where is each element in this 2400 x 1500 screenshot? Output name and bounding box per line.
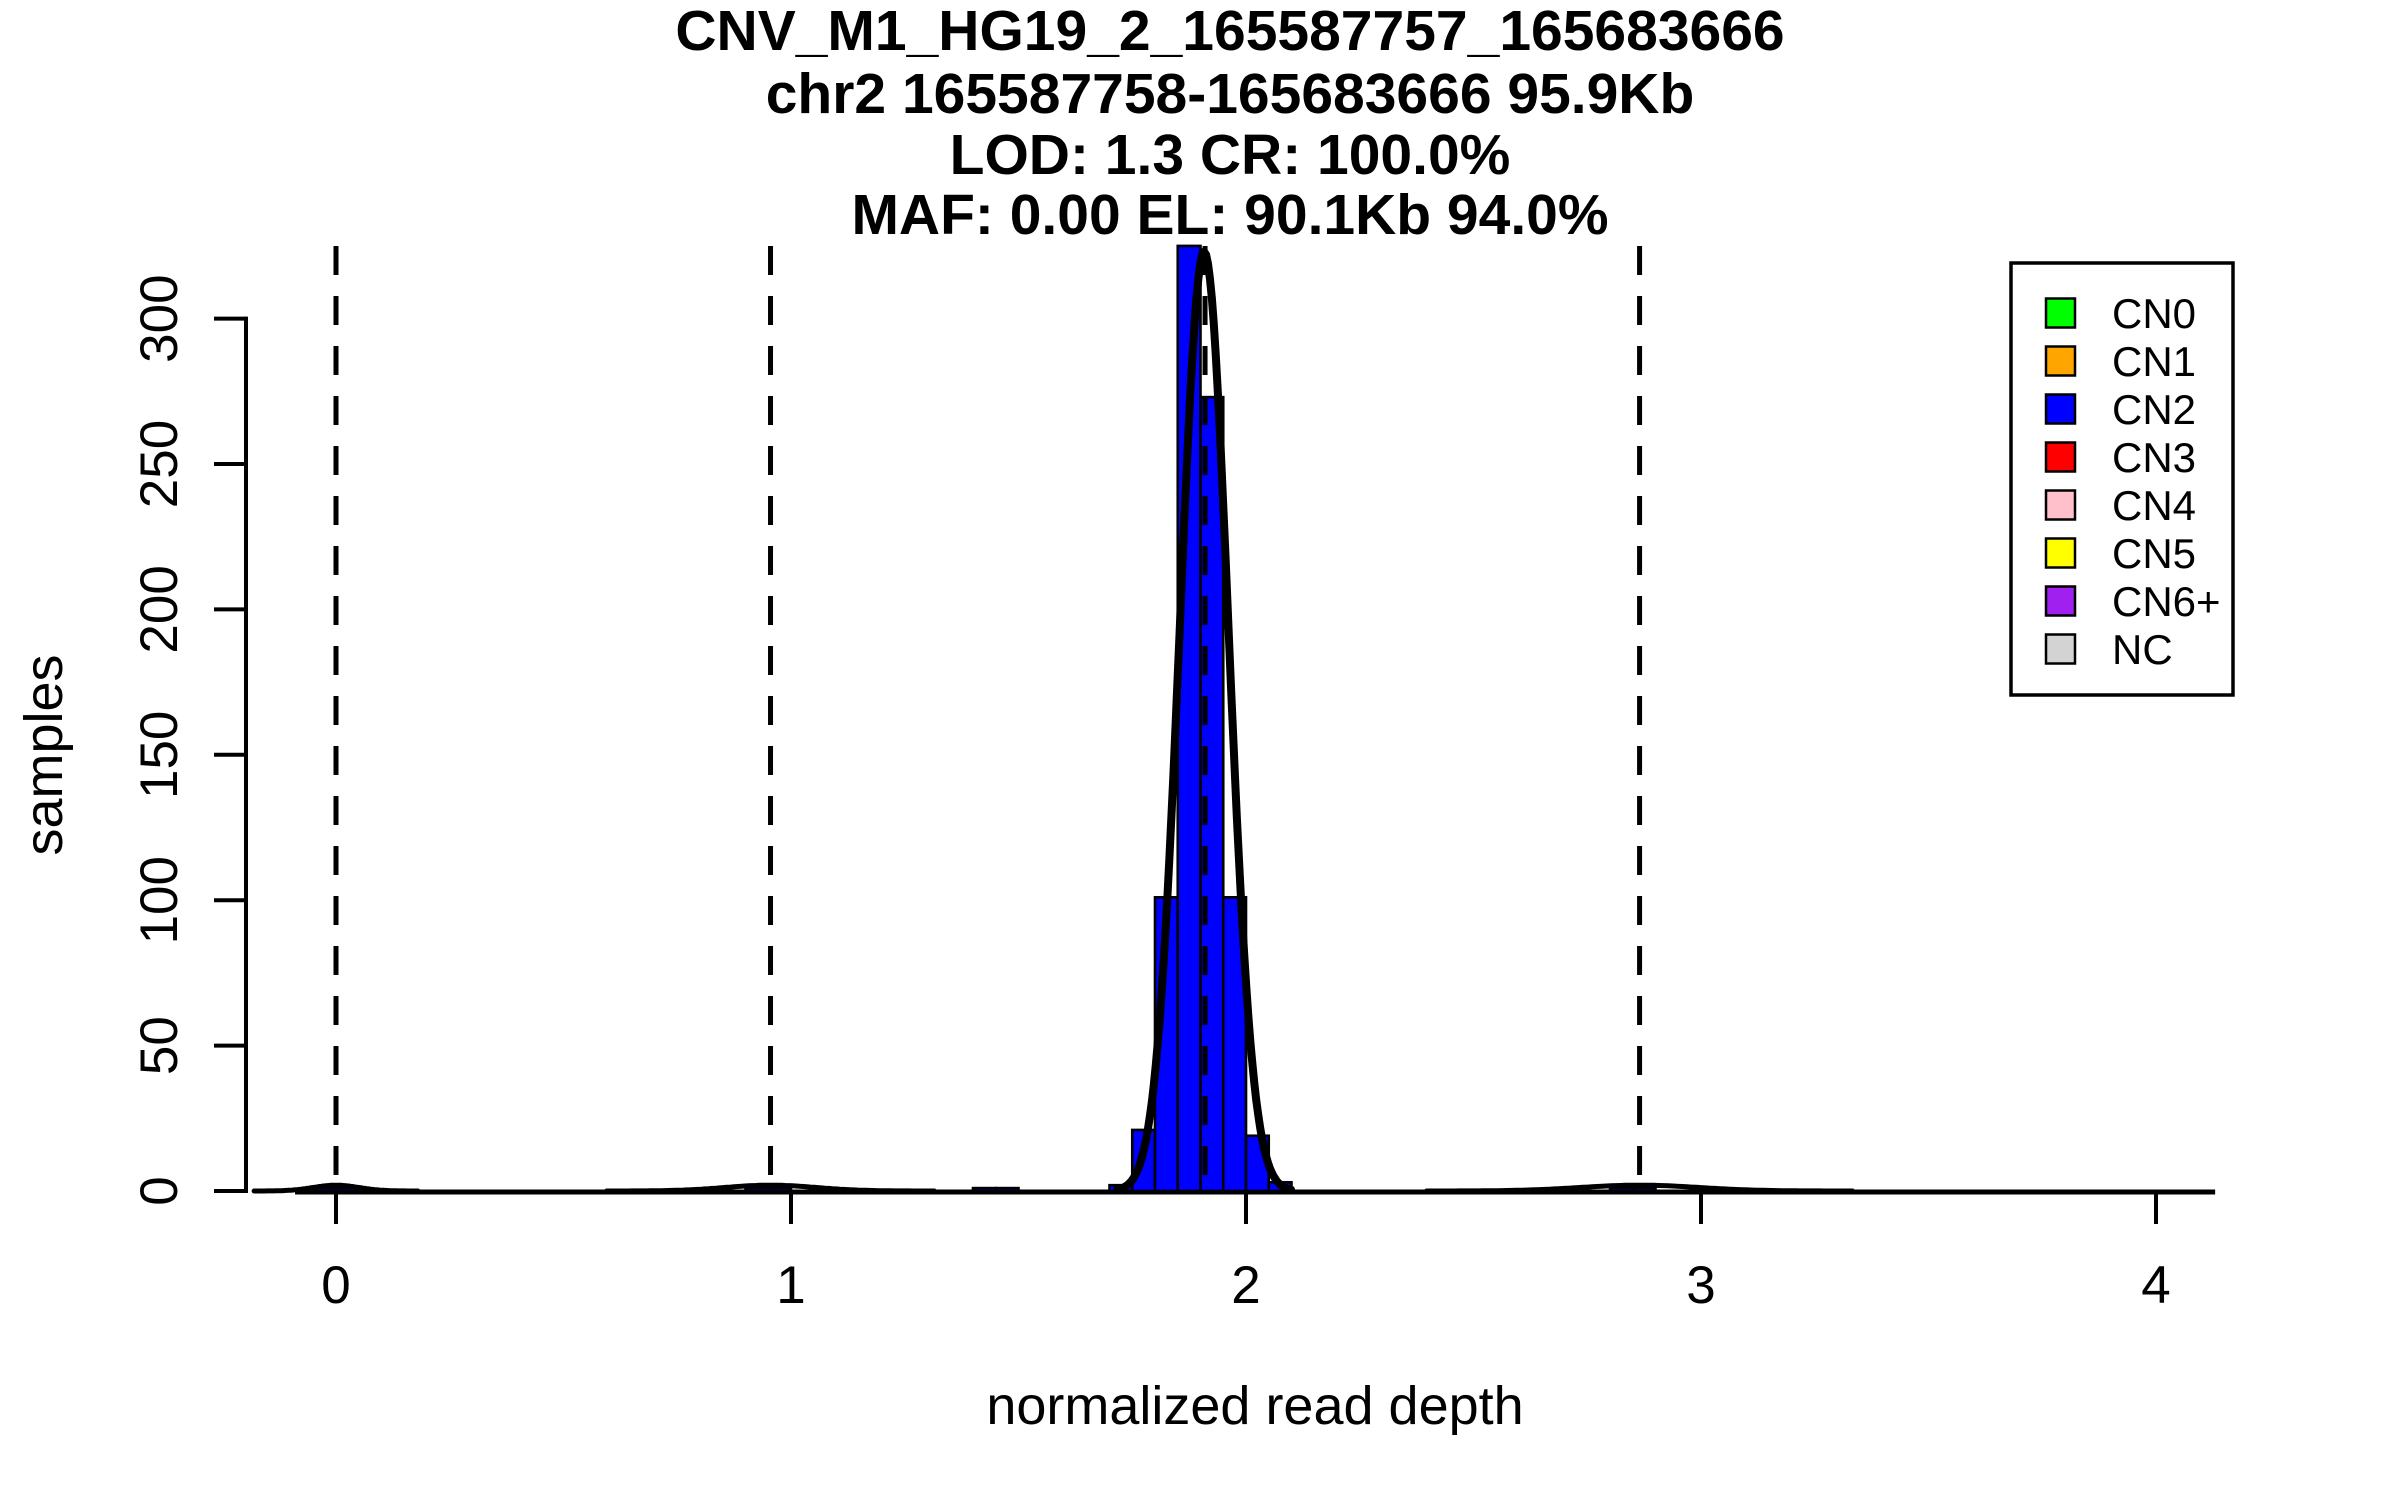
legend-label: CN2 (2112, 386, 2196, 433)
legend-swatch-cn5 (2044, 537, 2077, 569)
legend-swatch-cn3 (2044, 441, 2077, 473)
gaussian-fit-curve (1424, 1182, 1855, 1194)
title-line-1: CNV_M1_HG19_2_165587757_165683666 (675, 0, 1784, 63)
legend-label: NC (2112, 626, 2173, 673)
x-tick-label: 4 (2141, 1256, 2170, 1315)
y-tick-label: 100 (130, 856, 189, 944)
title-line-3: LOD: 1.3 CR: 100.0% (950, 123, 1511, 187)
fit-curves (251, 247, 1855, 1194)
x-tick-label: 1 (776, 1256, 805, 1315)
histogram-bar (1221, 895, 1248, 1193)
gaussian-fit-curve (1113, 247, 1295, 1194)
legend-label: CN1 (2112, 338, 2196, 385)
histogram-bar (971, 1186, 998, 1193)
legend-label: CN0 (2112, 290, 2196, 337)
histogram-bar (994, 1186, 1020, 1193)
legend-label: CN5 (2112, 530, 2196, 577)
gaussian-fit-curve (604, 1182, 937, 1194)
legend-swatch-cn4 (2044, 489, 2077, 521)
title: CNV_M1_HG19_2_165587757_165683666 chr2 1… (675, 0, 1784, 247)
x-tick-label: 2 (1231, 1256, 1260, 1315)
legend-swatch-cn6plus (2044, 585, 2077, 617)
y-tick-label: 50 (130, 1016, 189, 1075)
x-axis-title: normalized read depth (986, 1376, 1523, 1436)
legend-label: CN3 (2112, 434, 2196, 481)
y-tick-label: 200 (130, 565, 189, 653)
x-tick-label: 3 (1686, 1256, 1715, 1315)
legend-label: CN6+ (2112, 578, 2221, 625)
title-line-2: chr2 165587758-165683666 95.9Kb (766, 62, 1695, 126)
histogram-bars (311, 244, 1657, 1193)
y-tick-label: 300 (130, 274, 189, 362)
histogram-bar (1608, 1186, 1635, 1193)
y-tick-label: 0 (130, 1176, 189, 1205)
y-axis-title: samples (14, 654, 74, 855)
histogram-bar (766, 1186, 793, 1193)
histogram-bar (1199, 395, 1225, 1193)
legend-box (2009, 261, 2235, 697)
gaussian-fit-curve (251, 1182, 421, 1194)
legend-swatch-cn1 (2044, 345, 2077, 377)
histogram-bar (744, 1186, 770, 1193)
legend-label: CN4 (2112, 482, 2196, 529)
legend-swatch-cn2 (2044, 393, 2077, 425)
cn-reference-lines (333, 246, 1643, 1191)
y-axis: 0 50 100 150 200 250 300 (130, 274, 248, 1206)
legend-swatch-nc (2044, 633, 2077, 665)
y-tick-label: 250 (130, 420, 189, 508)
x-axis: 0 1 2 3 4 (295, 1189, 2216, 1315)
x-tick-label: 0 (321, 1256, 350, 1315)
y-tick-label: 150 (130, 711, 189, 799)
title-line-4: MAF: 0.00 EL: 90.1Kb 94.0% (851, 183, 1608, 247)
histogram-bar (1631, 1186, 1657, 1193)
legend-swatch-cn0 (2044, 297, 2077, 329)
